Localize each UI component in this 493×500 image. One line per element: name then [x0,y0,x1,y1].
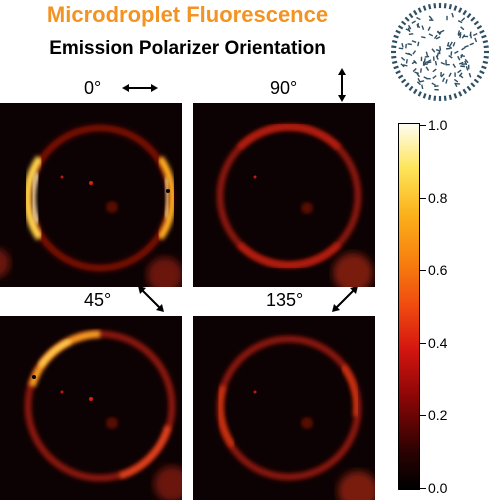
vertical-arrow-icon [338,68,346,102]
figure-subtitle: Emission Polarizer Orientation [49,38,326,59]
colorbar-tick [420,270,426,272]
colorbar-tick-label: 1.0 [428,117,448,133]
colorbar-tick [420,488,426,489]
diagonal-arrow-135-icon [332,286,358,312]
droplet-schematic-icon [391,3,489,101]
figure-title: Microdroplet Fluorescence [46,2,329,27]
diagonal-arrow-45-icon [138,286,164,312]
colorbar-tick-label: 0.4 [428,334,448,351]
colorbar-tick [420,125,426,126]
colorbar-tick [420,342,426,344]
angle-label-90: 90° [270,78,298,98]
colorbar [398,123,420,490]
image-panel-90 [193,103,375,287]
angle-label-45: 45° [84,290,112,310]
colorbar-tick-label: 0.0 [428,480,448,496]
image-panel-135 [193,316,375,500]
horizontal-arrow-icon [122,84,158,92]
angle-label-135: 135° [266,290,304,310]
angle-label-0: 0° [84,78,102,98]
image-panel-0 [0,103,182,287]
colorbar-tick [420,415,426,417]
colorbar-tick-label: 0.6 [428,262,448,279]
image-panel-45 [0,316,182,500]
colorbar-tick-label: 0.2 [428,407,448,424]
colorbar-tick [420,197,426,199]
colorbar-tick-label: 0.8 [428,189,448,206]
